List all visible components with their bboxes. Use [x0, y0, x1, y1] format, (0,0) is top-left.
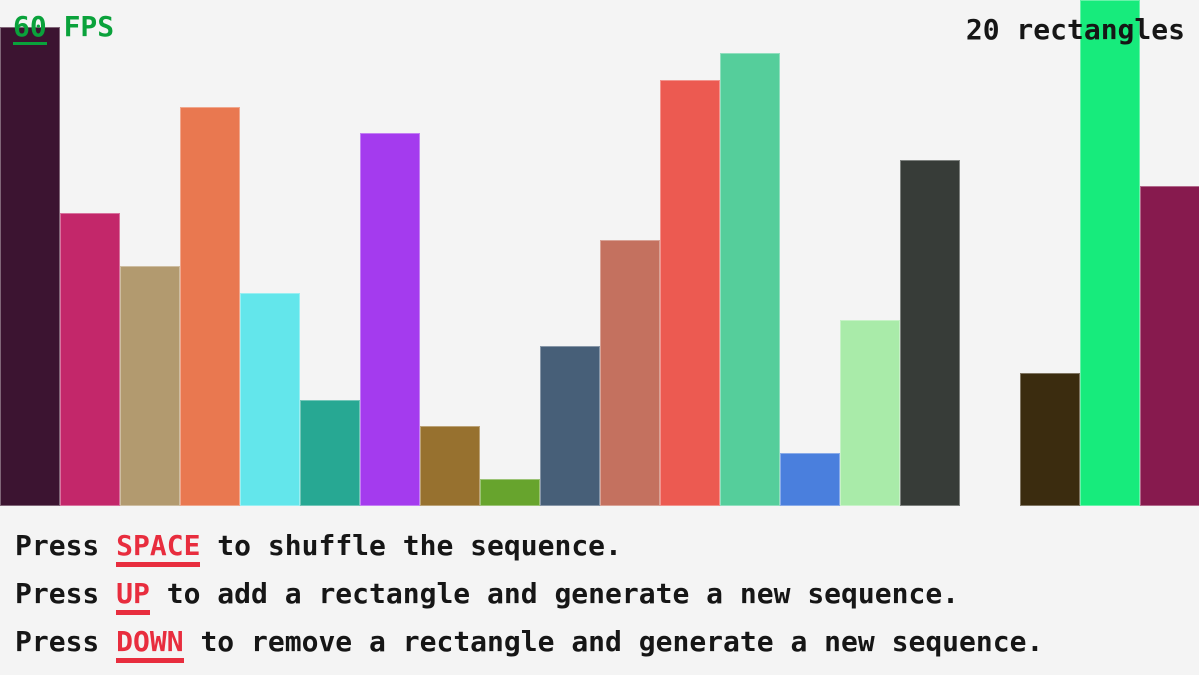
fps-counter: 60 FPS — [13, 10, 114, 45]
bar — [420, 426, 480, 506]
bar-sequence — [0, 0, 1199, 506]
fps-value: 60 — [13, 10, 47, 45]
instruction-prefix: Press — [15, 625, 117, 658]
bar — [480, 479, 540, 506]
fps-suffix: FPS — [46, 10, 115, 43]
bar — [0, 27, 60, 506]
instruction-remove: Press DOWN to remove a rectangle and gen… — [15, 618, 1199, 666]
bar — [600, 240, 660, 506]
bar — [660, 80, 720, 506]
bar — [240, 293, 300, 506]
bar — [360, 133, 420, 506]
bar — [1080, 0, 1140, 506]
instruction-prefix: Press — [15, 577, 117, 610]
instruction-suffix: to remove a rectangle and generate a new… — [183, 625, 1044, 658]
bar — [300, 400, 360, 506]
bar — [780, 453, 840, 506]
instruction-add: Press UP to add a rectangle and generate… — [15, 570, 1199, 618]
bar — [840, 320, 900, 506]
bar — [60, 213, 120, 506]
instruction-suffix: to add a rectangle and generate a new se… — [149, 577, 960, 610]
instruction-prefix: Press — [15, 529, 117, 562]
bar — [900, 160, 960, 506]
bar — [1020, 373, 1080, 506]
bar — [540, 346, 600, 506]
instructions: Press SPACE to shuffle the sequence. Pre… — [15, 522, 1199, 666]
rectangle-count: 20 rectangles — [965, 13, 1185, 46]
key-label-space: SPACE — [116, 530, 201, 567]
key-label-down: DOWN — [116, 626, 184, 663]
key-label-up: UP — [116, 578, 150, 615]
bar — [120, 266, 180, 506]
instruction-suffix: to shuffle the sequence. — [200, 529, 622, 562]
instruction-shuffle: Press SPACE to shuffle the sequence. — [15, 522, 1199, 570]
bar — [180, 107, 240, 506]
bar — [1140, 186, 1199, 506]
bar — [720, 53, 780, 506]
